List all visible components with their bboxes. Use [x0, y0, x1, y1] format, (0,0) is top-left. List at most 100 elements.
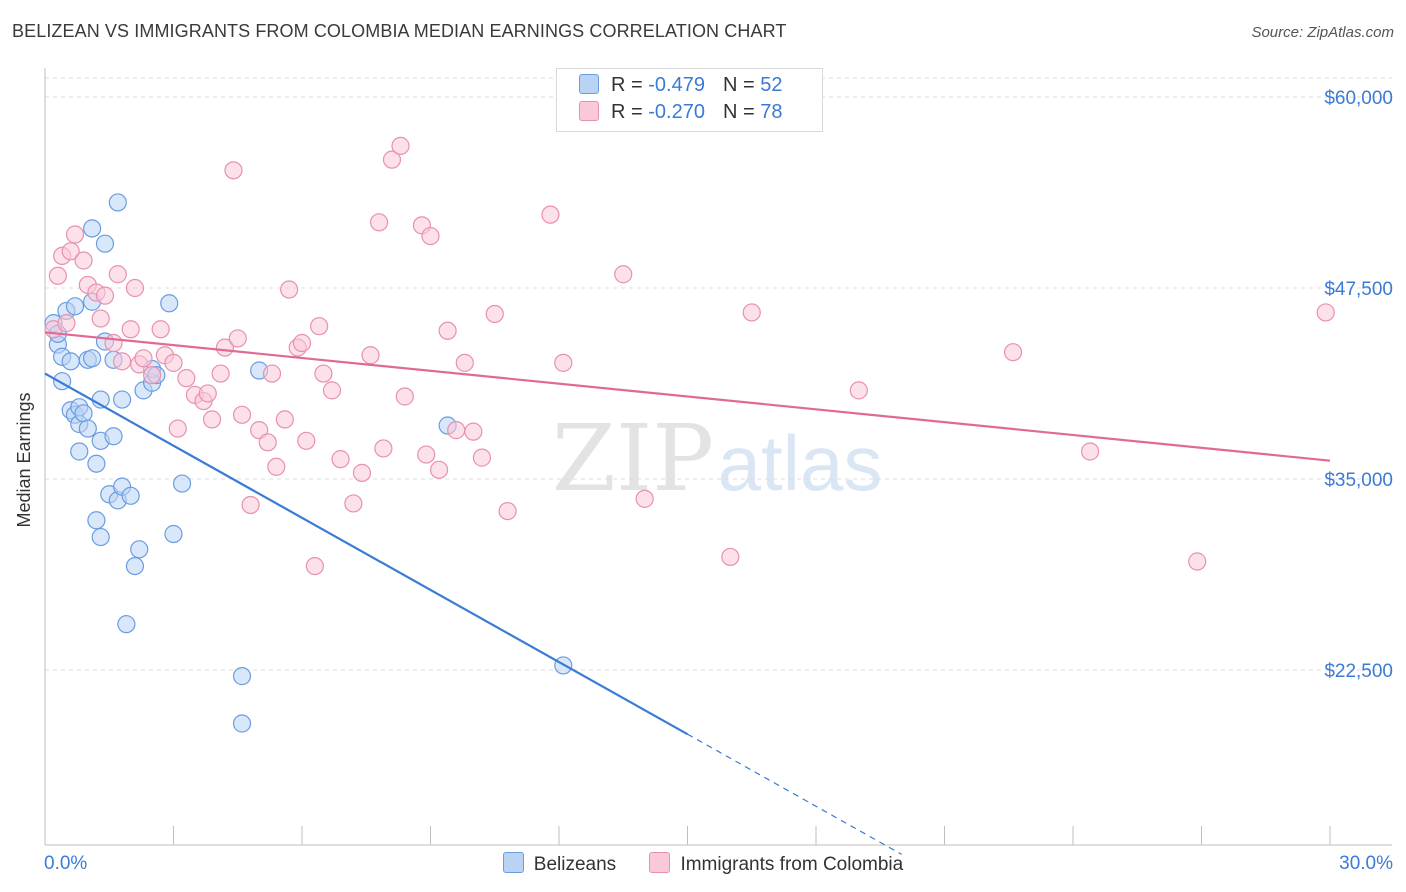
point-colombia [614, 265, 633, 284]
point-colombia [267, 457, 286, 476]
point-colombia [164, 353, 183, 372]
point-colombia [121, 320, 140, 339]
point-colombia [314, 364, 333, 383]
point-belizeans [95, 234, 115, 253]
point-colombia [305, 556, 324, 576]
point-colombia [297, 431, 316, 450]
point-colombia [151, 320, 170, 339]
point-colombia [352, 463, 372, 482]
trend-line-belizeans [44, 372, 689, 736]
point-colombia [421, 226, 440, 246]
point-colombia [322, 381, 342, 400]
point-belizeans [78, 419, 97, 438]
watermark-zip: ZIP [552, 405, 714, 512]
legend-r-value: -0.270 [648, 101, 705, 123]
point-colombia [1081, 442, 1100, 461]
point-colombia [742, 303, 761, 322]
point-colombia [224, 161, 243, 180]
point-colombia [125, 278, 145, 298]
point-colombia [177, 369, 196, 388]
legend-r-label: R = [611, 74, 643, 96]
series-legend-colombia[interactable]: Immigrants from Colombia [649, 852, 903, 876]
point-colombia [635, 489, 654, 508]
point-colombia [382, 150, 402, 169]
point-colombia [91, 309, 110, 328]
point-belizeans [172, 474, 192, 493]
point-belizeans [112, 390, 132, 409]
point-colombia [464, 422, 483, 441]
series-swatch-pink [649, 852, 671, 873]
point-colombia [849, 381, 868, 400]
point-belizeans [65, 297, 85, 316]
y-tick-label: $60,000 [1324, 88, 1393, 109]
point-belizeans [164, 524, 183, 544]
point-colombia [134, 349, 153, 368]
point-belizeans [117, 615, 136, 634]
point-colombia [370, 213, 389, 232]
legend-swatch-pink [579, 101, 599, 121]
watermark-atlas: atlas [718, 419, 883, 507]
point-colombia [455, 353, 474, 372]
point-belizeans [70, 442, 89, 461]
point-colombia [429, 460, 449, 479]
point-colombia [215, 338, 234, 357]
chart-title: BELIZEAN VS IMMIGRANTS FROM COLOMBIA MED… [12, 21, 787, 41]
point-colombia [374, 439, 393, 458]
series-label: Immigrants from Colombia [680, 854, 904, 875]
point-colombia [74, 251, 93, 270]
point-belizeans [83, 349, 102, 368]
point-belizeans [160, 294, 179, 313]
legend-swatch-blue [579, 74, 599, 94]
point-belizeans [61, 352, 80, 371]
legend-r-label: R = [611, 101, 643, 123]
legend-r-value: -0.479 [648, 74, 705, 96]
point-colombia [48, 266, 67, 285]
point-colombia [202, 410, 222, 429]
point-colombia [310, 317, 329, 336]
point-colombia [228, 329, 247, 348]
y-axis-label: Median Earnings [14, 392, 34, 528]
legend-n-value: 52 [760, 74, 783, 96]
point-colombia [498, 501, 517, 521]
point-belizeans [87, 511, 106, 530]
point-belizeans [232, 667, 252, 686]
legend-row-belizeans: R = -0.479 N = 52 [579, 74, 782, 98]
point-colombia [108, 265, 127, 284]
point-colombia [61, 242, 80, 261]
series-legend-belizeans[interactable]: Belizeans [502, 852, 617, 876]
point-colombia [57, 314, 76, 333]
y-tick-label: $47,500 [1324, 279, 1393, 300]
y-tick-label: $22,500 [1324, 661, 1393, 682]
point-belizeans [74, 404, 93, 423]
point-belizeans [104, 427, 123, 446]
legend-row-colombia: R = -0.270 N = 78 [579, 101, 782, 125]
point-colombia [95, 286, 115, 305]
point-colombia [258, 433, 277, 452]
point-colombia [331, 450, 350, 469]
x-tick-label: 0.0% [44, 853, 87, 874]
point-colombia [1316, 303, 1335, 322]
point-colombia [541, 205, 560, 224]
point-belizeans [121, 486, 140, 505]
point-colombia [168, 419, 187, 438]
point-colombia [280, 280, 299, 299]
point-colombia [211, 364, 230, 383]
point-belizeans [108, 193, 127, 212]
point-belizeans [125, 556, 145, 576]
legend-n-value: 78 [760, 101, 783, 123]
point-colombia [395, 387, 414, 406]
point-colombia [721, 547, 740, 567]
point-colombia [1188, 552, 1207, 571]
point-colombia [232, 405, 252, 424]
series-label: Belizeans [533, 854, 617, 875]
point-colombia [275, 410, 294, 429]
series-swatch-blue [502, 852, 524, 873]
point-belizeans [83, 219, 102, 238]
series-legend: Belizeans Immigrants from Colombia [0, 852, 1406, 876]
legend-n-label: N = [722, 101, 755, 123]
point-colombia [262, 364, 282, 383]
chart-source: Source: ZipAtlas.com [1251, 24, 1394, 41]
point-belizeans [87, 454, 106, 473]
point-colombia [391, 136, 410, 155]
point-colombia [104, 333, 123, 353]
